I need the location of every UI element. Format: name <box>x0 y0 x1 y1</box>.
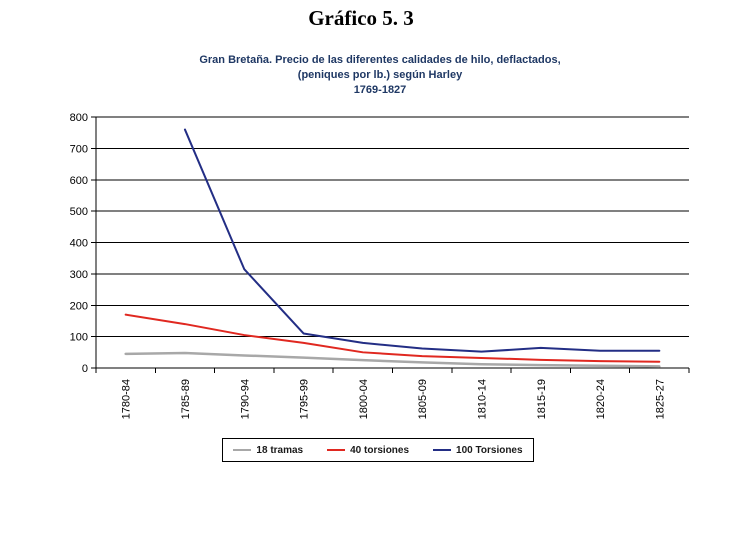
chart-legend: 18 tramas 40 torsiones 100 Torsiones <box>222 438 534 462</box>
x-axis-tick-label: 1820-24 <box>595 379 607 419</box>
chart-subtitle: Gran Bretaña. Precio de las diferentes c… <box>0 53 755 98</box>
x-axis-tick-label: 1780-84 <box>121 379 133 419</box>
y-axis-tick-label: 400 <box>70 238 88 250</box>
legend-swatch-icon <box>327 449 346 451</box>
series-line-18-tramas <box>124 351 661 368</box>
legend-item-40-torsiones: 40 torsiones <box>327 445 409 456</box>
legend-label: 100 Torsiones <box>456 444 523 456</box>
x-axis-tick-label: 1785-89 <box>180 379 192 419</box>
chart-subtitle-line-1: Gran Bretaña. Precio de las diferentes c… <box>199 54 561 66</box>
x-axis-tick-label: 1810-14 <box>476 379 488 419</box>
figure-title: Gráfico 5. 3 <box>308 6 414 30</box>
series-line-100-torsiones <box>183 128 661 353</box>
x-axis-tick-label: 1825-27 <box>654 379 666 419</box>
legend-swatch-icon <box>233 449 252 451</box>
x-axis-tick-label: 1800-04 <box>358 379 370 419</box>
y-axis-tick-label: 300 <box>70 269 88 281</box>
x-axis-tick-label: 1795-99 <box>299 379 311 419</box>
y-axis-tick-label: 700 <box>70 143 88 155</box>
chart-subtitle-line-2: (peniques por lb.) según Harley <box>297 69 463 81</box>
x-axis-tick-label: 1790-94 <box>239 379 251 419</box>
legend-label: 18 tramas <box>256 444 304 456</box>
legend-label: 40 torsiones <box>350 444 410 456</box>
series-line-40-torsiones <box>124 313 661 363</box>
legend-item-18-tramas: 18 tramas <box>233 445 303 456</box>
x-axis-tick-label: 1805-09 <box>417 379 429 419</box>
y-axis-tick-label: 500 <box>70 206 88 218</box>
x-axis-tick-label: 1815-19 <box>536 379 548 419</box>
legend-swatch-icon <box>433 449 452 451</box>
y-axis-tick-label: 800 <box>70 112 88 124</box>
legend-item-100-torsiones: 100 Torsiones <box>433 445 523 456</box>
chart-subtitle-line-3: 1769-1827 <box>353 84 407 96</box>
y-axis-tick-label: 600 <box>70 175 88 187</box>
y-axis-tick-label: 100 <box>70 332 88 344</box>
y-axis-tick-label: 0 <box>82 363 88 375</box>
y-axis-tick-label: 200 <box>70 300 88 312</box>
